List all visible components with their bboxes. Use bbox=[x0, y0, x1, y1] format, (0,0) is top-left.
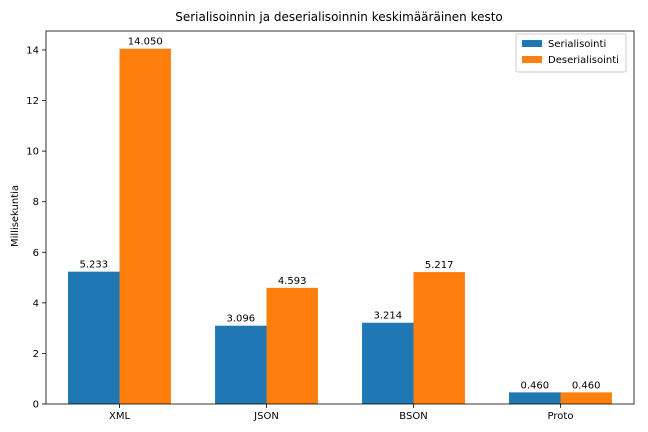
data-label: 5.217 bbox=[425, 260, 454, 271]
x-tick-label: XML bbox=[109, 411, 130, 422]
bar-serialisointi-xml bbox=[68, 271, 120, 404]
legend-label-serialisointi: Serialisointi bbox=[548, 39, 606, 50]
data-label: 3.096 bbox=[226, 314, 255, 325]
bar-deserialisointi-proto bbox=[560, 392, 612, 404]
legend: Serialisointi Deserialisointi bbox=[515, 33, 627, 73]
y-tick-label: 6 bbox=[33, 248, 39, 259]
legend-swatch-serialisointi bbox=[522, 40, 542, 47]
data-label: 3.214 bbox=[373, 311, 402, 322]
chart-title: Serialisoinnin ja deserialisoinnin keski… bbox=[175, 10, 503, 24]
x-tick-label: BSON bbox=[399, 411, 427, 422]
data-label: 4.593 bbox=[278, 276, 307, 287]
data-label: 0.460 bbox=[572, 380, 601, 391]
y-tick-label: 8 bbox=[33, 197, 39, 208]
y-tick-label: 2 bbox=[33, 349, 39, 360]
data-label: 5.233 bbox=[79, 260, 108, 271]
data-label: 14.050 bbox=[128, 37, 163, 48]
bar-deserialisointi-bson bbox=[413, 272, 465, 404]
bar-deserialisointi-xml bbox=[119, 48, 171, 405]
data-label: 0.460 bbox=[520, 380, 549, 391]
y-tick-label: 0 bbox=[33, 400, 39, 411]
y-tick-label: 14 bbox=[26, 45, 39, 56]
legend-box bbox=[515, 33, 627, 73]
bar-serialisointi-bson bbox=[362, 322, 414, 404]
axes-frame bbox=[45, 30, 635, 405]
bar-serialisointi-proto bbox=[509, 392, 561, 404]
bar-deserialisointi-json bbox=[266, 287, 318, 404]
plot-area: 0 2 4 6 8 10 12 14 5.233 14.050 XML 3.096 4.593 JSON 3… bbox=[26, 30, 635, 422]
y-axis-label: Millisekuntia bbox=[10, 185, 21, 247]
y-tick-label: 12 bbox=[26, 96, 39, 107]
y-tick-label: 10 bbox=[26, 147, 39, 158]
x-tick-label: JSON bbox=[253, 411, 279, 422]
legend-swatch-deserialisointi bbox=[522, 56, 542, 63]
legend-label-deserialisointi: Deserialisointi bbox=[548, 55, 619, 66]
y-tick-label: 4 bbox=[33, 298, 39, 309]
bar-serialisointi-json bbox=[215, 325, 267, 404]
x-tick-label: Proto bbox=[548, 411, 574, 422]
